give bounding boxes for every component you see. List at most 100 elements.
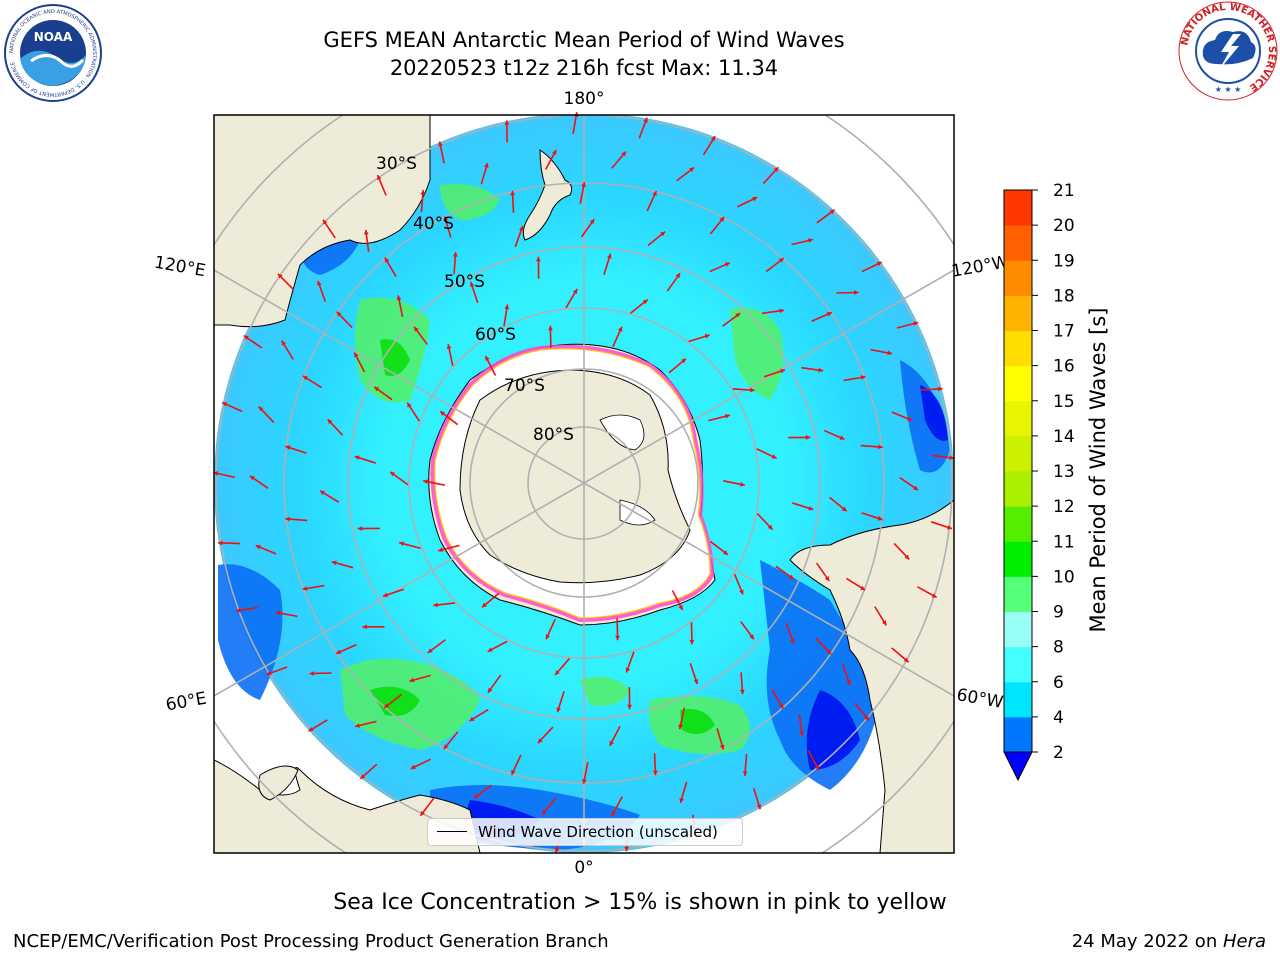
wind-arrow-head (537, 738, 543, 744)
wind-arrow-head (913, 485, 919, 491)
colorbar-tick-label: 16 (1053, 357, 1075, 377)
wind-arrow-head (841, 506, 847, 512)
wind-arrow-head (536, 256, 541, 262)
wind-arrow-head (860, 585, 866, 591)
wind-arrow-head (739, 589, 744, 595)
wind-arrow-head (739, 689, 745, 695)
colorbar-tick-label: 21 (1053, 181, 1075, 201)
wind-arrow-head (541, 809, 547, 815)
wind-arrow-head (510, 190, 516, 196)
wind-arrow-head (678, 724, 683, 730)
wind-arrow-head (384, 703, 390, 708)
wind-arrow-head (357, 526, 363, 531)
wind-arrow-head (881, 620, 887, 626)
wind-arrow-head (799, 731, 805, 737)
wind-arrow-head (518, 226, 524, 232)
wind-arrow-head (236, 607, 241, 613)
wind-arrow-head (302, 586, 308, 591)
wind-arrow-head (377, 175, 382, 180)
wind-arrow-head (719, 744, 725, 750)
lon-label-120e: 120°E (153, 253, 207, 282)
map-frame (213, 114, 955, 854)
colorbar-tick-label: 18 (1053, 286, 1075, 306)
wind-arrow-head (860, 375, 866, 380)
wind-arrow-head (409, 677, 415, 683)
south-america (789, 499, 954, 853)
wind-arrow-head (788, 574, 794, 580)
wind-arrow-head (582, 779, 587, 784)
colorbar-tick-label: 9 (1053, 603, 1064, 623)
legend-line-swatch (437, 831, 467, 832)
wind-arrow-head (693, 679, 699, 685)
colorbar-bin (1004, 611, 1032, 648)
wind-arrow-head (615, 635, 620, 641)
wind-arrow-head (396, 295, 402, 301)
wind-arrow-head (277, 273, 283, 279)
wind-arrow-head (609, 740, 614, 746)
colorbar-bin (1004, 716, 1032, 753)
wind-arrow-head (482, 602, 487, 608)
wind-arrow-head (469, 716, 475, 722)
lat-label-50s: 50°S (444, 272, 485, 292)
colorbar-under-arrow (1003, 751, 1033, 782)
wind-arrow-head (675, 273, 681, 279)
colorbar-tick-label: 2 (1053, 743, 1064, 763)
wind-arrow-head (555, 670, 560, 676)
ice-edge (430, 344, 715, 623)
wind-arrow-head (829, 209, 835, 215)
wind-arrow-head (331, 560, 337, 566)
wind-arrow-head (285, 445, 291, 450)
colorbar: 2 4 6 8 9 10 11 12 13 14 15 16 17 18 19 20 21 (1003, 181, 1075, 782)
wind-arrow-head (808, 505, 814, 511)
wind-arrow-head (433, 602, 438, 608)
wind-arrow-head (778, 703, 784, 709)
colorbar-label: Mean Period of Wind Waves [s] (1086, 308, 1110, 633)
wind-arrow-head (581, 182, 586, 187)
wind-arrow-head (826, 312, 832, 317)
wind-arrow-head (735, 313, 741, 318)
wind-arrow-head (660, 231, 666, 237)
colorbar-bin (1004, 365, 1032, 402)
wind-arrow-head (750, 387, 755, 393)
wind-arrow-head (309, 671, 314, 676)
wind-arrow-head (824, 576, 830, 582)
wind-arrow-head (438, 141, 443, 147)
lat-label-40s: 40°S (413, 214, 454, 234)
colorbar-tick-label: 4 (1053, 708, 1064, 728)
colorbar-tick-label: 19 (1053, 251, 1075, 271)
wind-arrow-head (427, 648, 433, 653)
map-legend: Wind Wave Direction (unscaled) (427, 818, 743, 846)
wind-arrow-head (771, 454, 777, 459)
wind-arrow-head (554, 847, 560, 853)
wind-arrow-head (443, 744, 449, 750)
wind-arrow-head (854, 290, 859, 295)
wind-arrow-head (473, 793, 479, 799)
wind-arrow-head (243, 335, 249, 340)
wind-arrow-head (407, 402, 412, 408)
wind-arrow-head (780, 368, 786, 374)
wind-arrow-head (484, 163, 489, 168)
wind-arrow-head (652, 191, 657, 197)
wind-arrow-head (399, 541, 405, 547)
wind-arrow-head (887, 350, 893, 356)
lat-label-60s: 60°S (475, 325, 516, 345)
colorbar-tick-label: 6 (1053, 673, 1064, 693)
wind-arrow-head (302, 375, 308, 381)
wind-arrow-head (719, 216, 725, 222)
wind-arrow-head (826, 649, 832, 655)
wind-arrow-head (420, 190, 426, 195)
wind-arrow-head (752, 196, 758, 202)
wind-arrow-head (548, 325, 553, 331)
wind-arrow-head (652, 770, 658, 776)
wind-arrow-head (818, 367, 824, 373)
colorbar-bin (1004, 506, 1032, 542)
footer-credit: NCEP/EMC/Verification Post Processing Pr… (13, 931, 609, 952)
wind-arrow-head (606, 253, 612, 259)
noaa-logo: NATIONAL OCEANIC AND ATMOSPHERIC ADMINIS… (4, 4, 102, 102)
wind-arrow-head (949, 455, 954, 461)
wind-arrow-head (504, 120, 510, 125)
footer-date-text: 24 May 2022 on (1071, 931, 1223, 952)
footer-date: 24 May 2022 on Hera (1072, 931, 1266, 952)
nws-logo: NATIONAL WEATHER SERVICE ★ ★ ★ (1178, 1, 1278, 101)
wind-arrow-head (275, 610, 281, 616)
